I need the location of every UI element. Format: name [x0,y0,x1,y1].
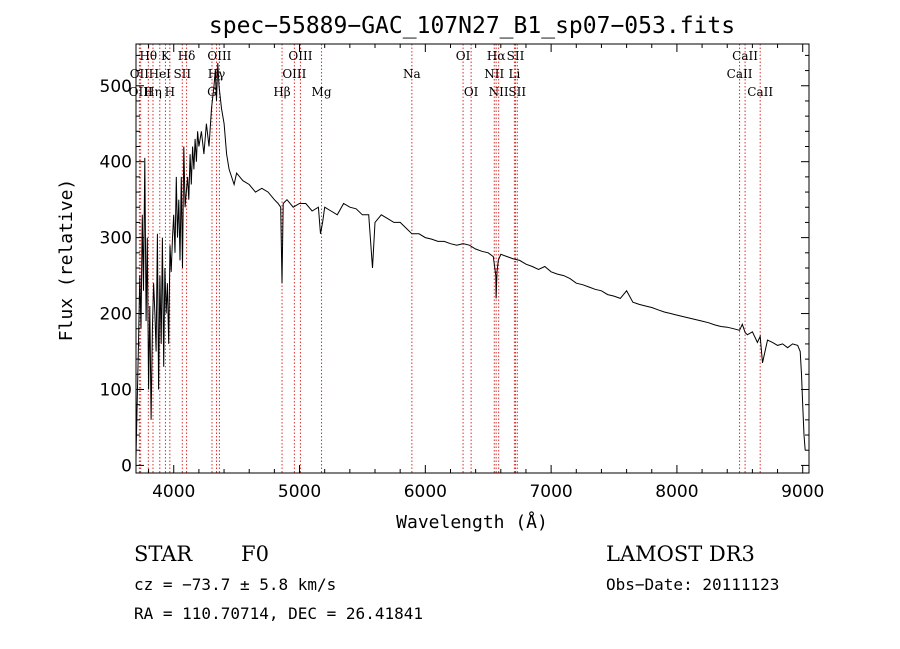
y-tick-label-4: 400 [100,153,132,173]
y-tick-label-5: 500 [100,77,132,97]
line-label-16: Na [403,67,421,81]
y-axis-label: Flux (relative) [56,179,77,342]
y-tick-label-0: 0 [121,456,132,476]
line-label-1: OII [130,67,150,81]
line-label-19: Hα [487,49,506,63]
line-label-24: SII [508,85,526,99]
y-tick-label-1: 100 [100,380,132,400]
line-label-14: OIII [282,67,306,81]
line-label-5: K [161,49,171,63]
plot-frame [135,43,810,474]
line-label-11: G [207,85,217,99]
line-label-21: NII [489,85,509,99]
line-label-25: CaII [732,49,758,63]
line-label-22: SII [507,49,525,63]
redshift-velocity: cz = −73.7 ± 5.8 km/s [134,575,336,594]
line-label-23: Li [508,67,520,81]
observation-date: Obs−Date: 20111123 [606,575,779,594]
line-label-27: CaII [747,85,773,99]
y-tick-label-3: 300 [100,229,132,249]
x-tick-label-1: 5000 [278,482,321,502]
chart-title: spec−55889−GAC_107N27_B1_sp07−053.fits [209,13,735,39]
x-axis-ticks: 4000 5000 6000 7000 8000 9000 [148,44,824,502]
line-label-15: Mg [312,85,332,99]
line-label-17: OI [456,49,471,63]
line-label-4: HeI [149,67,172,81]
line-label-0: Hθ [139,49,157,63]
object-subclass: F0 [241,542,269,566]
object-class: STAR [134,542,193,566]
x-tick-label-5: 9000 [781,482,824,502]
line-label-9: OIII [207,49,231,63]
y-tick-label-2: 200 [100,305,132,325]
line-label-7: H [165,85,175,99]
line-label-20: NII [484,67,504,81]
x-tick-label-0: 4000 [152,482,195,502]
survey-name: LAMOST DR3 [606,542,755,566]
line-label-6: SII [173,67,191,81]
x-tick-label-2: 6000 [404,482,447,502]
y-axis-ticks: 0 100 200 300 400 500 [100,54,809,476]
flux-series-line [135,62,806,458]
line-label-26: CaII [727,67,753,81]
line-label-18: OI [464,85,479,99]
x-axis-label: Wavelength (Å) [396,511,548,533]
x-tick-label-3: 7000 [529,482,572,502]
line-label-2: OIII [129,85,153,99]
line-label-10: Hγ [208,67,226,81]
sky-coordinates: RA = 110.70714, DEC = 26.41841 [134,604,423,623]
line-label-12: Hβ [273,85,290,99]
line-label-8: Hδ [178,49,196,63]
x-tick-label-4: 8000 [655,482,698,502]
line-label-13: OIII [288,49,312,63]
line-label-3: Hη [144,85,162,99]
